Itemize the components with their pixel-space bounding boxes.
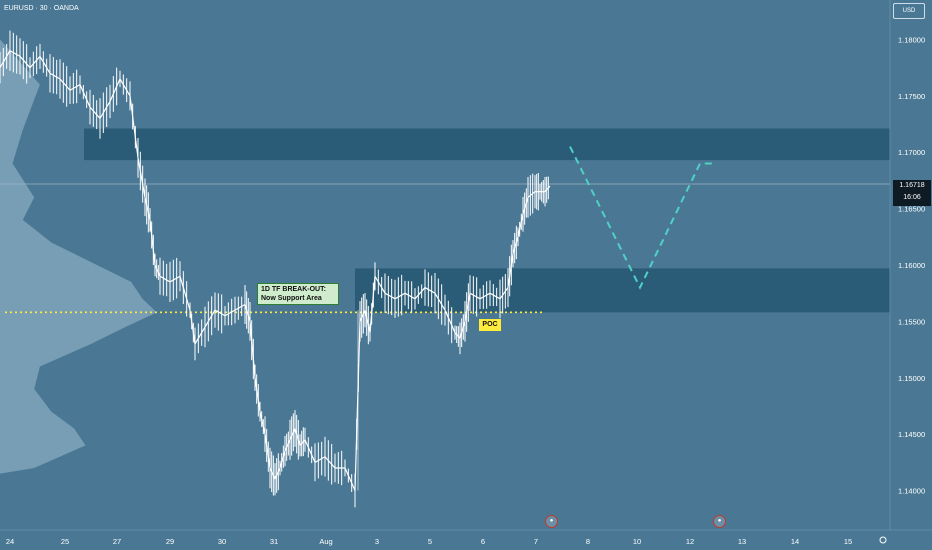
y-tick-label: 1.15500 (898, 317, 925, 326)
breakout-line2: Now Support Area (261, 295, 322, 302)
x-tick-label: 31 (270, 537, 278, 546)
y-tick-label: 1.15000 (898, 374, 925, 383)
y-tick-label: 1.14000 (898, 487, 925, 496)
poc-label: POC (479, 319, 501, 331)
x-tick-label: 13 (738, 537, 746, 546)
y-tick-label: 1.17500 (898, 92, 925, 101)
upper-supply-zone (84, 128, 890, 161)
breakout-line1: 1D TF BREAK-OUT: (261, 286, 326, 293)
x-tick-label: 15 (844, 537, 852, 546)
x-tick-label: 6 (481, 537, 485, 546)
x-tick-label: 24 (6, 537, 14, 546)
currency-button[interactable]: USD (893, 3, 925, 19)
x-tick-label: 25 (61, 537, 69, 546)
last-price-badge: 1.16718 16:06 (893, 180, 931, 206)
y-tick-label: 1.16000 (898, 261, 925, 270)
x-tick-label: 27 (113, 537, 121, 546)
x-tick-label: 29 (166, 537, 174, 546)
x-tick-label: 10 (633, 537, 641, 546)
x-tick-label: 5 (428, 537, 432, 546)
y-tick-label: 1.16500 (898, 205, 925, 214)
y-tick-label: 1.14500 (898, 430, 925, 439)
lower-support-zone (355, 268, 890, 313)
last-price-value: 1.16718 (899, 182, 925, 189)
gear-icon (879, 536, 887, 544)
us-flag-event-icon[interactable]: ● (545, 515, 558, 528)
x-tick-label: 14 (791, 537, 799, 546)
x-tick-label: 30 (218, 537, 226, 546)
symbol-label: EURUSD · 30 · OANDA (4, 5, 79, 12)
x-tick-label: Aug (319, 537, 332, 546)
x-tick-label: 8 (586, 537, 590, 546)
x-tick-label: 3 (375, 537, 379, 546)
price-series (0, 49, 551, 491)
projection-path (569, 146, 715, 290)
breakout-callout: 1D TF BREAK-OUT: Now Support Area (257, 283, 339, 305)
price-axis (890, 0, 932, 550)
x-tick-label: 12 (686, 537, 694, 546)
volume-profile (0, 39, 157, 474)
countdown-timer: 16:06 (903, 194, 921, 201)
y-tick-label: 1.17000 (898, 148, 925, 157)
y-tick-label: 1.18000 (898, 35, 925, 44)
x-tick-label: 7 (534, 537, 538, 546)
eu-us-flag-event-icon[interactable]: ● (713, 515, 726, 528)
